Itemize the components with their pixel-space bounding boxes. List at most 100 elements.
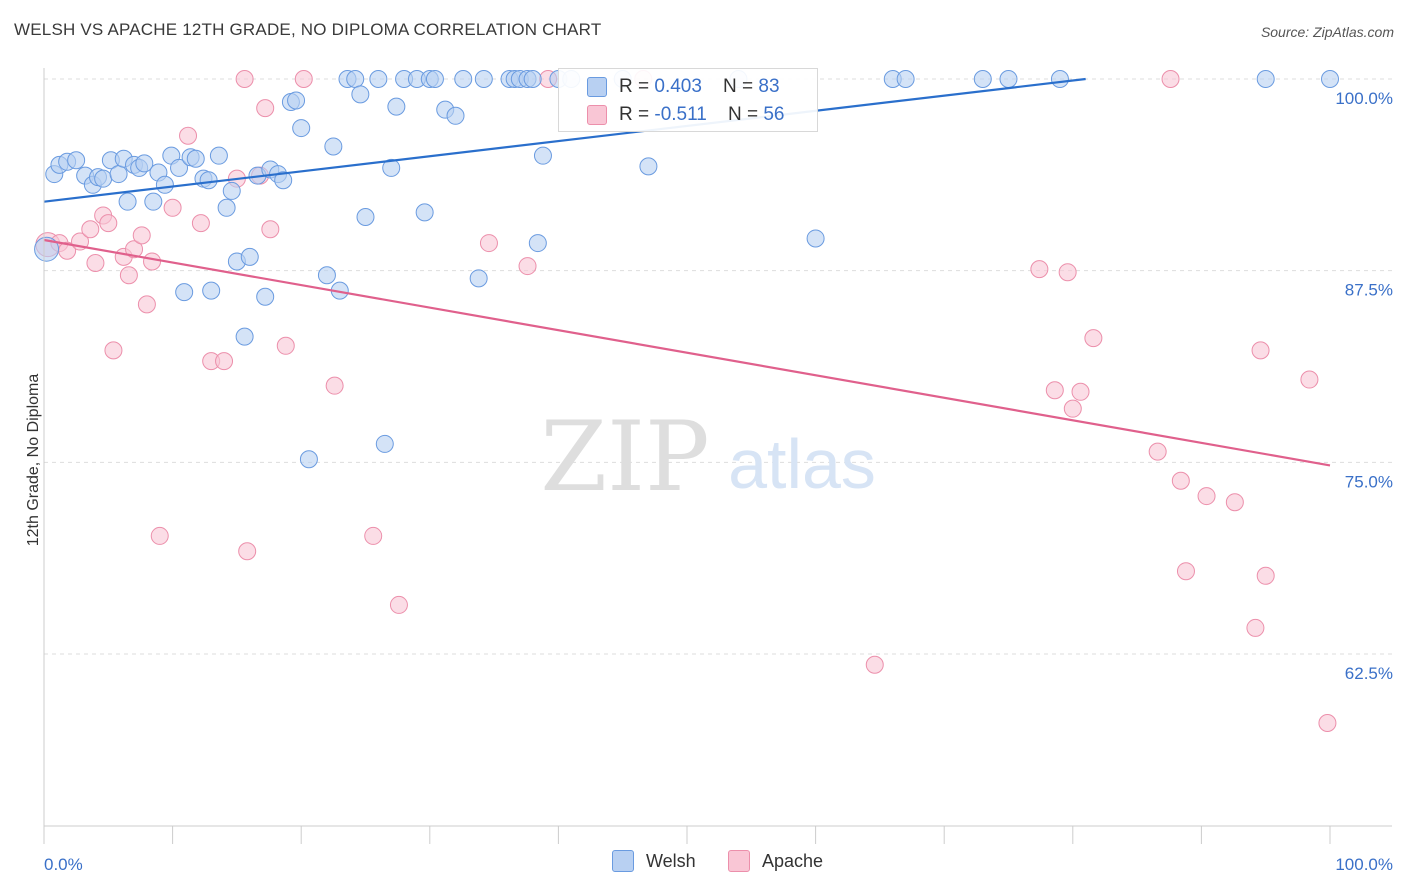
legend-item-apache[interactable]: Apache (728, 850, 823, 872)
welsh-point (135, 154, 154, 173)
y-tick-label: 87.5% (1345, 281, 1393, 300)
legend-label-welsh: Welsh (646, 850, 696, 871)
x-tick-label-min: 0.0% (44, 855, 83, 874)
apache-point (99, 214, 118, 233)
welsh-point (973, 70, 992, 88)
watermark-zip: ZIP (540, 401, 709, 513)
n-label: N = (727, 104, 764, 125)
y-tick-label: 75.0% (1345, 472, 1393, 491)
apache-point (364, 526, 383, 545)
apache-point (81, 220, 100, 239)
welsh-point (382, 158, 401, 177)
apache-point (1197, 487, 1216, 506)
apache-point (132, 226, 151, 245)
welsh-point (523, 70, 542, 88)
y-tick-label: 62.5% (1345, 664, 1393, 683)
legend-label-apache: Apache (762, 850, 824, 871)
r-label: R = (619, 104, 655, 125)
stats-legend: R = 0.403 N = 83 R = -0.511 N = 56 (558, 68, 818, 132)
apache-point (1176, 562, 1195, 581)
welsh-point (369, 70, 388, 88)
apache-point (276, 336, 295, 355)
legend-item-welsh[interactable]: Welsh (612, 850, 696, 872)
welsh-point (94, 169, 113, 188)
apache-point (143, 252, 162, 271)
welsh-point (292, 119, 311, 138)
y-axis-label: 12th Grade, No Diploma (25, 374, 42, 547)
series-legend: Welsh Apache (0, 850, 1406, 878)
apache-point (179, 126, 198, 145)
x-tick-label-max: 100.0% (1335, 855, 1393, 874)
apache-point (191, 214, 210, 233)
welsh-swatch (587, 77, 607, 97)
welsh-point (175, 283, 194, 302)
welsh-point (67, 151, 86, 170)
welsh-point (999, 70, 1018, 88)
welsh-point (235, 327, 254, 346)
welsh-point (356, 208, 375, 226)
apache-point (1256, 566, 1275, 585)
apache-point (389, 595, 408, 614)
welsh-point (474, 70, 493, 88)
apache-point (1300, 370, 1319, 389)
apache-point (119, 266, 138, 285)
apache-point (1318, 714, 1337, 732)
welsh-point (287, 91, 306, 110)
apache-point (1161, 70, 1180, 88)
welsh-point (144, 192, 163, 211)
apache-point (163, 198, 182, 217)
welsh-point (299, 450, 318, 469)
r-label: R = (619, 76, 655, 97)
trendlines (43, 77, 1331, 467)
welsh-point (351, 85, 370, 104)
source-label: Source: ZipAtlas.com (1260, 24, 1394, 40)
apache-point (479, 234, 498, 253)
welsh-point (256, 287, 275, 306)
welsh-point (155, 175, 174, 194)
apache-point (1225, 493, 1244, 512)
welsh-point (375, 434, 394, 453)
welsh-point (109, 165, 128, 184)
apache-swatch (587, 105, 607, 125)
apache-point (1030, 260, 1049, 279)
r-value-apache: -0.511 (654, 104, 707, 125)
apache-point (1171, 471, 1190, 490)
welsh-point (274, 171, 293, 190)
apache-trendline (43, 238, 1331, 467)
welsh-point (34, 236, 60, 262)
apache-point (1071, 382, 1090, 401)
welsh-trendline (43, 77, 1086, 203)
welsh-point (454, 70, 473, 88)
apache-point (261, 220, 280, 239)
welsh-point (387, 97, 406, 116)
gridlines: 100.0% 87.5% 75.0% 62.5% (44, 78, 1393, 683)
welsh-point (533, 146, 552, 165)
welsh-point (415, 203, 434, 222)
watermark-atlas: atlas (728, 425, 876, 503)
apache-series (35, 70, 1337, 732)
welsh-point (639, 157, 658, 176)
apache-point (150, 526, 169, 545)
welsh-point (240, 247, 259, 266)
n-value-apache: 56 (763, 104, 785, 125)
welsh-point (1321, 70, 1339, 88)
welsh-legend-swatch (612, 850, 634, 872)
welsh-point (446, 106, 465, 125)
welsh-point (217, 198, 236, 217)
apache-point (137, 295, 156, 314)
apache-point (235, 70, 254, 88)
welsh-point (222, 181, 241, 200)
welsh-point (199, 171, 218, 190)
apache-point (256, 99, 275, 118)
apache-point (104, 341, 123, 360)
welsh-point (170, 158, 189, 177)
welsh-point (324, 137, 343, 156)
welsh-point (896, 70, 915, 88)
apache-point (1058, 263, 1077, 282)
welsh-point (317, 266, 336, 285)
welsh-point (346, 70, 365, 88)
welsh-point (209, 146, 228, 165)
n-label: N = (723, 76, 759, 97)
apache-point (238, 542, 257, 561)
